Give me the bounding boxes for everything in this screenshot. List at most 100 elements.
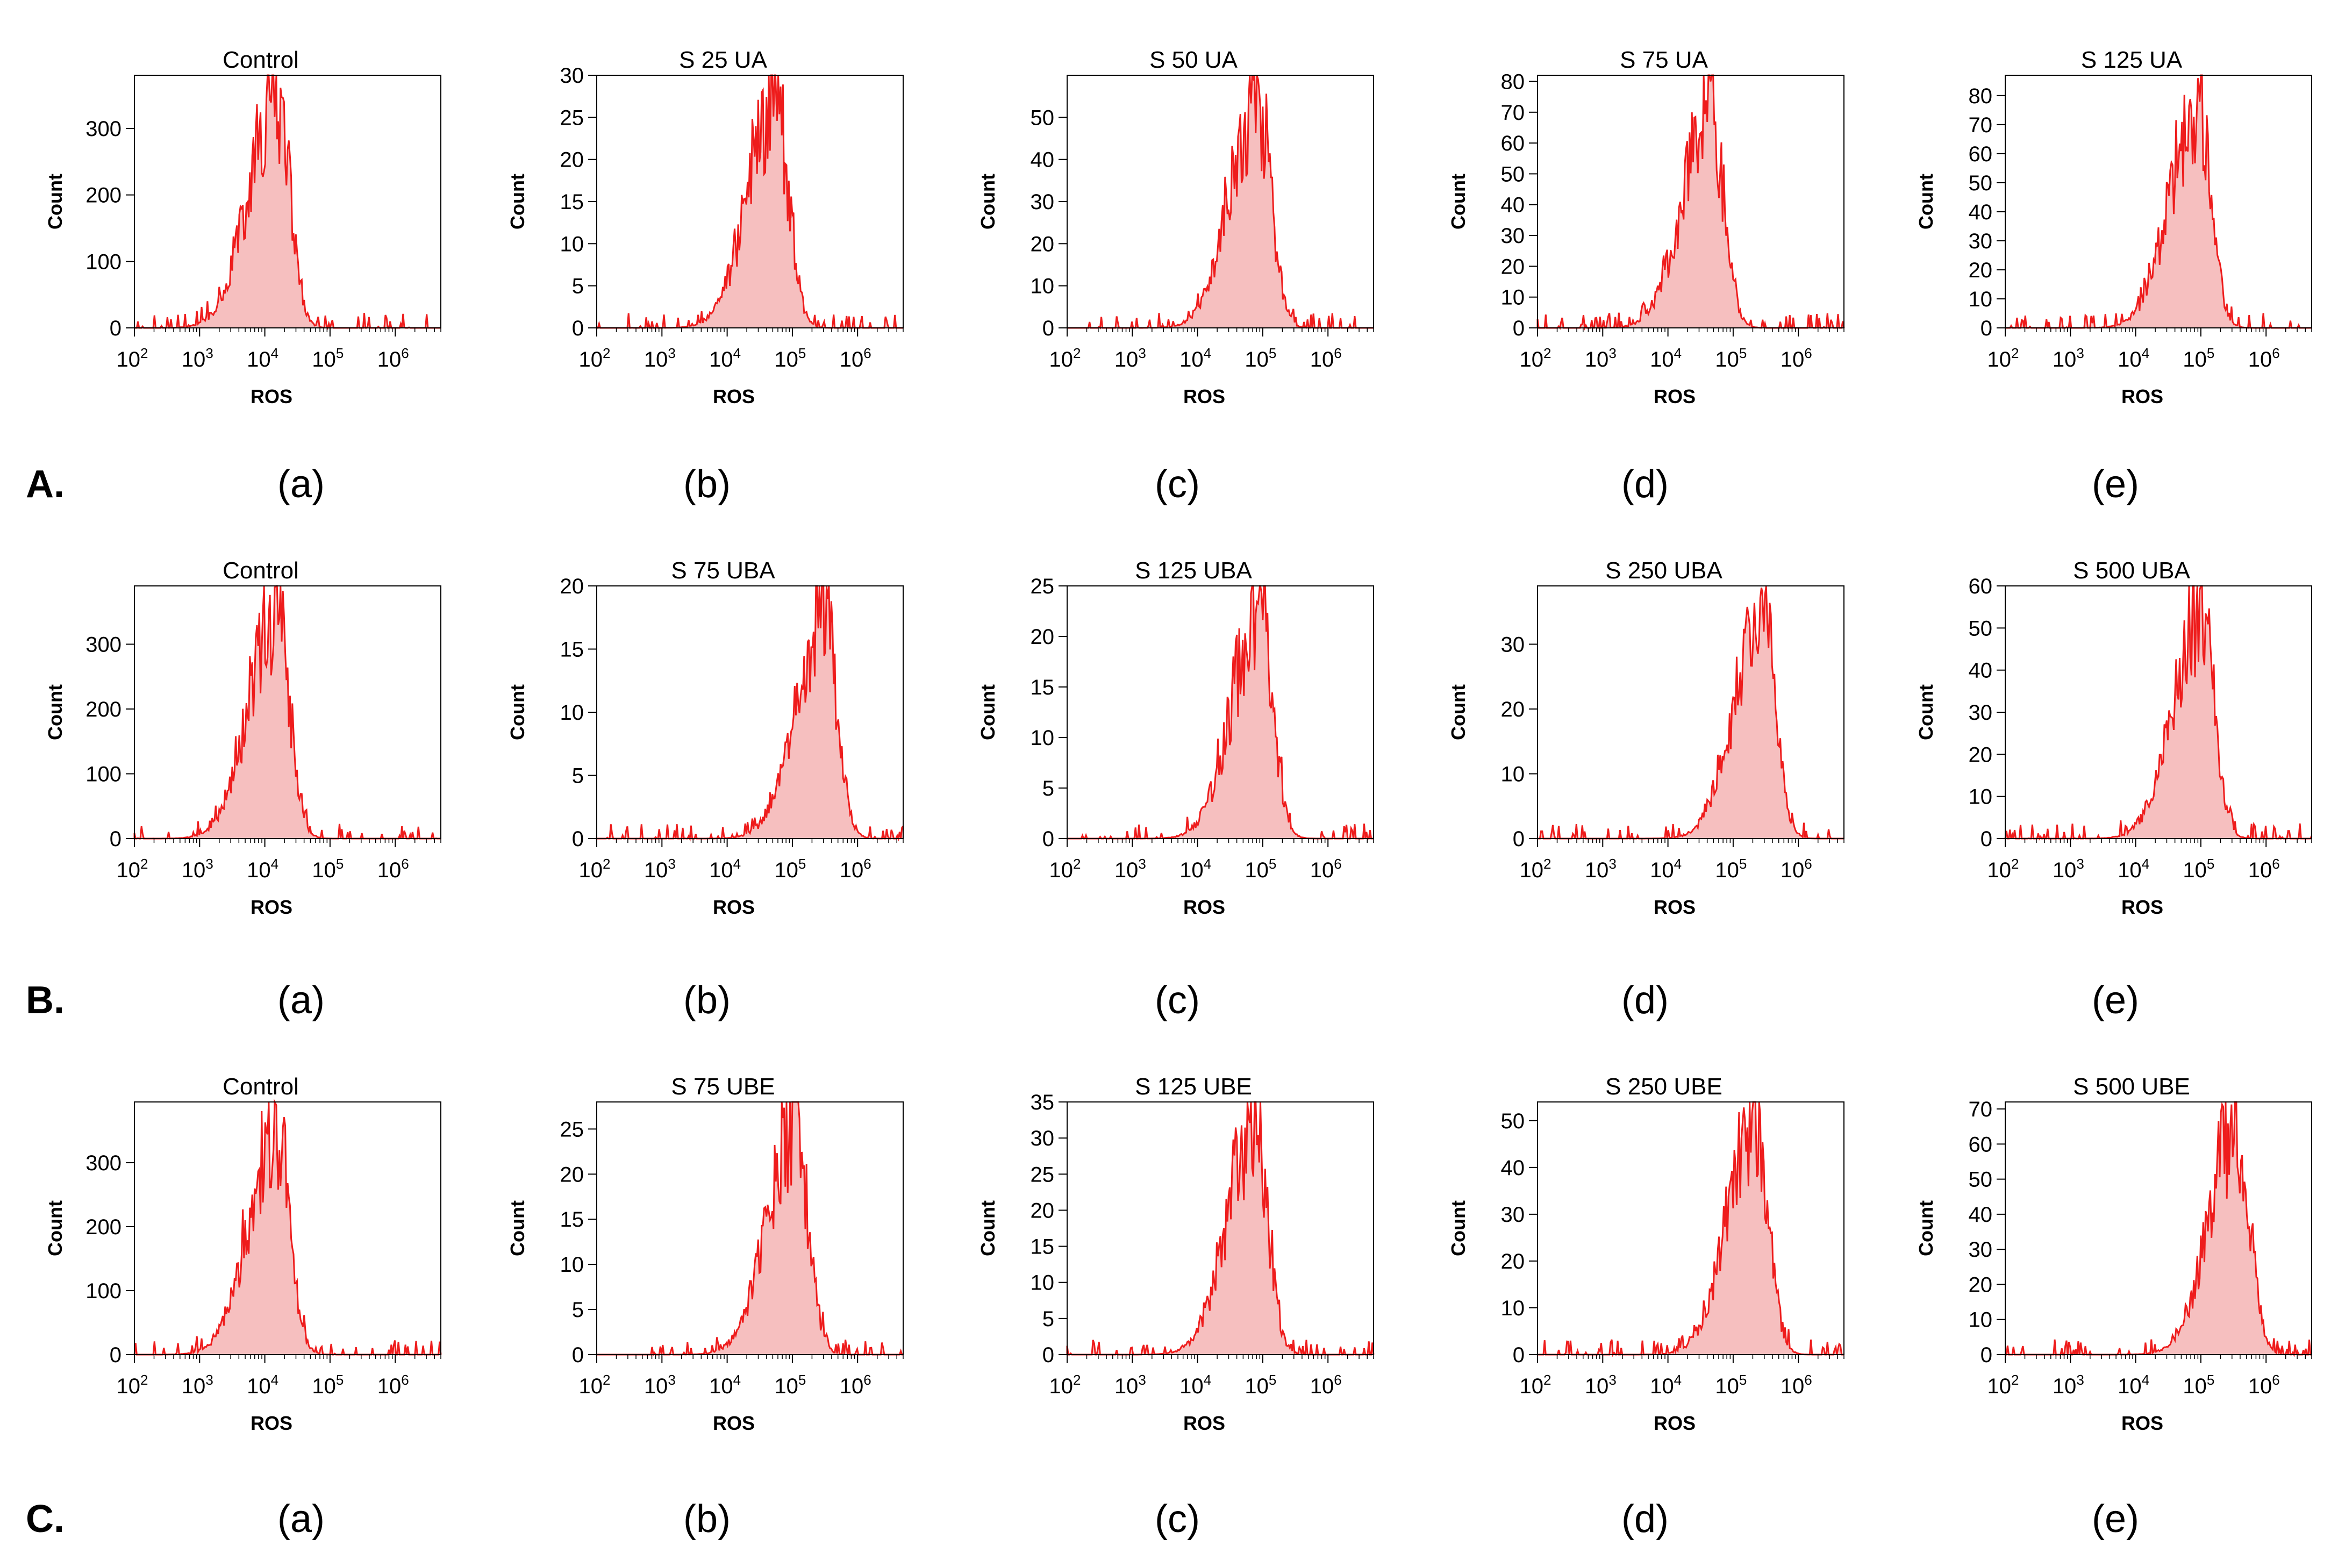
plot-frame <box>1537 75 1844 328</box>
x-tick-base: 10 <box>1179 348 1204 371</box>
x-tick-exponent: 4 <box>271 856 278 872</box>
y-tick-label: 200 <box>85 184 121 207</box>
x-tick-base: 10 <box>247 1374 271 1398</box>
x-tick-exponent: 5 <box>1269 856 1276 872</box>
x-tick-label: 103 <box>182 345 213 371</box>
x-tick-exponent: 2 <box>1543 1372 1551 1388</box>
x-tick-label: 106 <box>840 1372 871 1398</box>
x-tick-label: 102 <box>1049 345 1081 371</box>
y-axis-label: Count <box>1447 174 1469 230</box>
x-tick-base: 10 <box>1520 1374 1544 1398</box>
x-tick-label: 102 <box>1520 345 1551 371</box>
histogram-fill <box>597 586 903 839</box>
y-tick-label: 30 <box>1501 1203 1525 1227</box>
x-tick-exponent: 5 <box>336 345 344 361</box>
x-tick-exponent: 6 <box>863 856 871 872</box>
y-tick-label: 50 <box>1501 1109 1525 1133</box>
histogram-line <box>133 1099 442 1356</box>
y-tick-label: 60 <box>1969 1133 1993 1156</box>
x-tick-base: 10 <box>312 1374 336 1398</box>
y-axis-label: Count <box>506 1200 528 1256</box>
x-tick-base: 10 <box>1650 348 1674 371</box>
histogram-fill <box>2005 586 2312 839</box>
histogram-fill <box>2005 75 2312 328</box>
x-tick-exponent: 2 <box>1073 856 1081 872</box>
x-tick-exponent: 2 <box>2011 1372 2019 1388</box>
x-tick-label: 102 <box>579 1372 611 1398</box>
y-tick-label: 5 <box>572 764 584 788</box>
x-tick-label: 106 <box>377 856 409 882</box>
x-axis-label: ROS <box>251 385 292 407</box>
y-tick-label: 0 <box>572 1343 584 1367</box>
y-tick-label: 10 <box>1969 288 1993 311</box>
x-tick-base: 10 <box>2118 858 2142 882</box>
x-tick-base: 10 <box>1114 348 1139 371</box>
x-tick-exponent: 2 <box>1073 345 1081 361</box>
x-tick-exponent: 4 <box>1674 856 1682 872</box>
y-tick-label: 15 <box>560 190 584 214</box>
x-tick-label: 103 <box>2053 856 2084 882</box>
x-tick-exponent: 2 <box>1073 1372 1081 1388</box>
x-tick-label: 103 <box>1585 345 1617 371</box>
plot-frame <box>1067 1101 1374 1355</box>
panel-sublabel: (d) <box>1621 463 1669 506</box>
y-tick-label: 0 <box>1980 1343 1992 1367</box>
histogram-fill <box>134 586 441 839</box>
x-tick-base: 10 <box>840 1374 864 1398</box>
y-axis-label: Count <box>1915 174 1937 230</box>
x-tick-exponent: 2 <box>1543 345 1551 361</box>
x-tick-base: 10 <box>1650 1374 1674 1398</box>
panel-title: S 50 UA <box>1149 47 1238 73</box>
y-tick-label: 10 <box>1501 286 1525 310</box>
x-tick-exponent: 4 <box>1204 856 1211 872</box>
row-label: B. <box>26 979 65 1022</box>
y-tick-label: 15 <box>560 1208 584 1232</box>
x-tick-exponent: 2 <box>1543 856 1551 872</box>
panel-title: S 75 UA <box>1620 47 1708 73</box>
x-axis-label: ROS <box>1654 896 1696 918</box>
y-tick-label: 30 <box>560 64 584 88</box>
x-tick-exponent: 4 <box>733 856 741 872</box>
row-label: A. <box>26 463 65 506</box>
x-axis-label: ROS <box>713 896 755 918</box>
histogram-fill <box>597 1102 903 1355</box>
x-tick-exponent: 3 <box>668 1372 675 1388</box>
x-tick-base: 10 <box>1987 1374 2012 1398</box>
y-tick-label: 0 <box>1980 827 1992 851</box>
x-tick-label: 102 <box>579 345 611 371</box>
x-tick-base: 10 <box>1310 858 1334 882</box>
x-tick-label: 105 <box>774 856 806 882</box>
y-tick-label: 20 <box>1969 743 1993 767</box>
x-tick-base: 10 <box>1049 858 1074 882</box>
plot-frame <box>1537 1101 1844 1355</box>
x-tick-base: 10 <box>579 1374 603 1398</box>
x-tick-exponent: 5 <box>336 1372 344 1388</box>
x-tick-exponent: 5 <box>1269 345 1276 361</box>
x-tick-exponent: 3 <box>1138 856 1146 872</box>
x-tick-exponent: 4 <box>733 345 741 361</box>
y-tick-label: 20 <box>1969 259 1993 282</box>
x-tick-base: 10 <box>579 858 603 882</box>
y-tick-label: 70 <box>1501 101 1525 125</box>
x-tick-base: 10 <box>774 858 798 882</box>
y-tick-label: 0 <box>110 827 121 851</box>
y-tick-label: 70 <box>1969 113 1993 137</box>
plot-frame <box>1067 585 1374 839</box>
x-tick-label: 105 <box>312 345 344 371</box>
x-tick-exponent: 4 <box>2142 856 2149 872</box>
x-tick-label: 104 <box>247 345 278 371</box>
histogram-fill <box>1067 1102 1374 1355</box>
x-tick-base: 10 <box>2118 1374 2142 1398</box>
x-tick-base: 10 <box>182 1374 206 1398</box>
y-tick-label: 20 <box>560 575 584 598</box>
x-tick-label: 102 <box>117 1372 148 1398</box>
x-tick-label: 106 <box>377 345 409 371</box>
x-tick-base: 10 <box>709 348 733 371</box>
y-tick-label: 80 <box>1501 70 1525 94</box>
x-tick-base: 10 <box>644 1374 668 1398</box>
